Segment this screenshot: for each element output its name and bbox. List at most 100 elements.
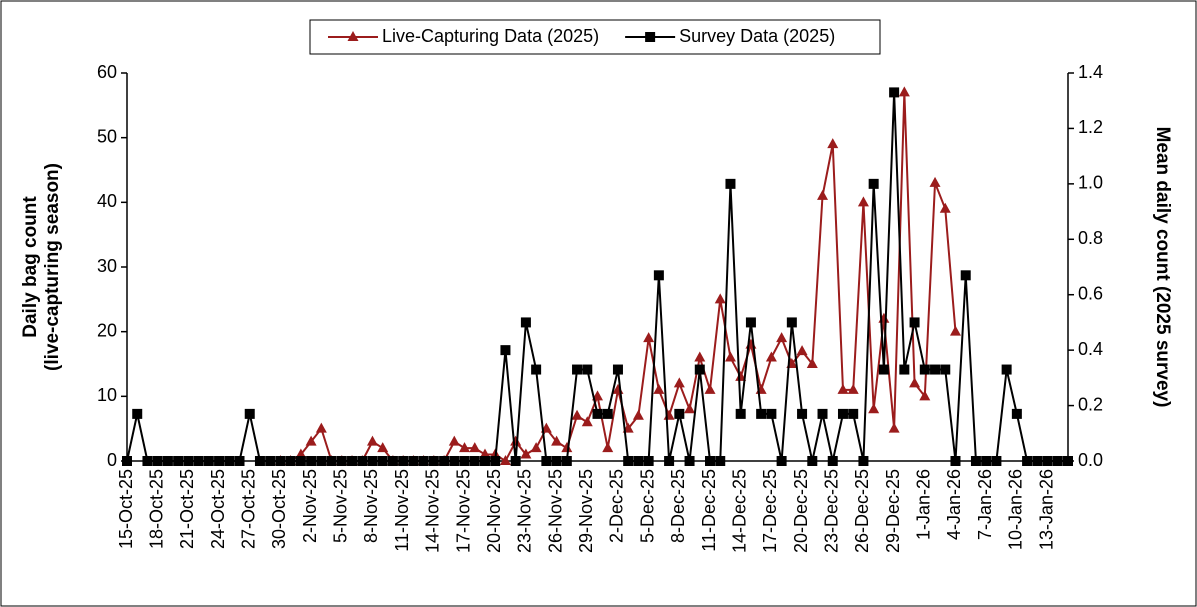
data-point [715,456,726,466]
data-point [899,364,910,375]
data-point [377,442,389,453]
y2-tick-label: 1.0 [1078,173,1103,193]
data-point [132,408,143,419]
y2-tick-label: 0.8 [1078,228,1103,248]
data-point [950,456,961,466]
data-point [173,456,184,466]
data-point [1063,456,1073,466]
x-tick-label: 7-Jan-26 [975,469,995,540]
data-point [776,332,788,343]
x-tick-label: 26-Dec-25 [852,469,872,553]
data-point [868,178,879,189]
data-point [602,442,614,453]
legend-frame [309,19,881,55]
data-point [766,408,777,419]
y-tick-label: 30 [97,256,117,276]
data-point [510,435,522,446]
data-point [244,408,255,419]
y-tick-label: 0 [107,450,117,470]
x-tick-label: 29-Dec-25 [883,469,903,553]
data-point [265,456,276,466]
data-point [602,408,613,419]
data-point [868,403,880,414]
data-point [183,456,194,466]
data-point [837,383,849,394]
data-point [633,456,644,466]
x-tick-label: 14-Nov-25 [423,469,443,553]
data-point [991,456,1002,466]
data-point [653,383,665,394]
y-axis-title: Daily bag count(live-capturing season) [20,163,63,371]
x-tick-label: 4-Jan-26 [944,469,964,540]
data-point [847,383,859,394]
data-point [643,332,655,343]
data-point [797,408,808,419]
data-point [418,456,429,466]
data-point [858,456,869,466]
data-point [684,403,696,414]
data-point [981,456,992,466]
data-point [459,456,470,466]
data-point [316,456,327,466]
data-point [806,358,818,368]
data-point [142,456,153,466]
data-point [919,364,930,375]
data-point [939,202,951,213]
x-tick-label: 5-Dec-25 [637,469,657,543]
data-point [857,196,869,207]
data-point [398,456,409,466]
data-point [909,317,920,328]
data-point [162,456,173,466]
data-point [1052,456,1063,466]
data-point [930,364,941,375]
data-point [275,456,286,466]
y2-tick-label: 1.4 [1078,62,1103,82]
data-point [664,456,675,466]
data-point [888,422,900,433]
data-point [745,317,756,328]
data-point [889,87,900,98]
y-tick-label: 60 [97,62,117,82]
data-point [1001,364,1012,375]
data-point [193,456,204,466]
data-point [306,456,317,466]
data-point [551,456,562,466]
x-tick-label: 20-Nov-25 [484,469,504,553]
data-point [408,456,419,466]
x-tick-label: 17-Nov-25 [453,469,473,553]
data-point [377,456,388,466]
data-point [623,456,634,466]
data-point [837,408,848,419]
data-point [940,364,951,375]
data-point [500,345,511,356]
y2-axis-title: Mean daily count (2025 survey) [1152,127,1173,408]
y-tick-label: 40 [97,191,117,211]
data-point [459,442,471,453]
data-point [254,456,265,466]
y-tick-label: 50 [97,126,117,146]
data-point [694,351,706,362]
data-point [694,364,705,375]
data-point [807,456,818,466]
data-point [653,270,664,281]
data-point [285,456,296,466]
x-tick-label: 2-Dec-25 [607,469,627,543]
data-point [817,408,828,419]
x-tick-label: 29-Nov-25 [576,469,596,553]
x-tick-label: 20-Dec-25 [791,469,811,553]
data-point [909,377,921,388]
data-point [582,364,593,375]
data-point [449,456,460,466]
data-point [776,456,787,466]
data-point [735,408,746,419]
legend: Live-Capturing Data (2025) Survey Data (2… [309,19,881,55]
data-point [643,456,654,466]
data-point [520,448,532,459]
legend-label: Live-Capturing Data (2025) [382,26,599,46]
data-point [786,317,797,328]
x-tick-label: 30-Oct-25 [269,469,289,549]
y2-tick-label: 1.2 [1078,117,1103,137]
x-tick-label: 1-Jan-26 [914,469,934,540]
data-point [919,390,931,401]
y2-tick-label: 0.0 [1078,450,1103,470]
